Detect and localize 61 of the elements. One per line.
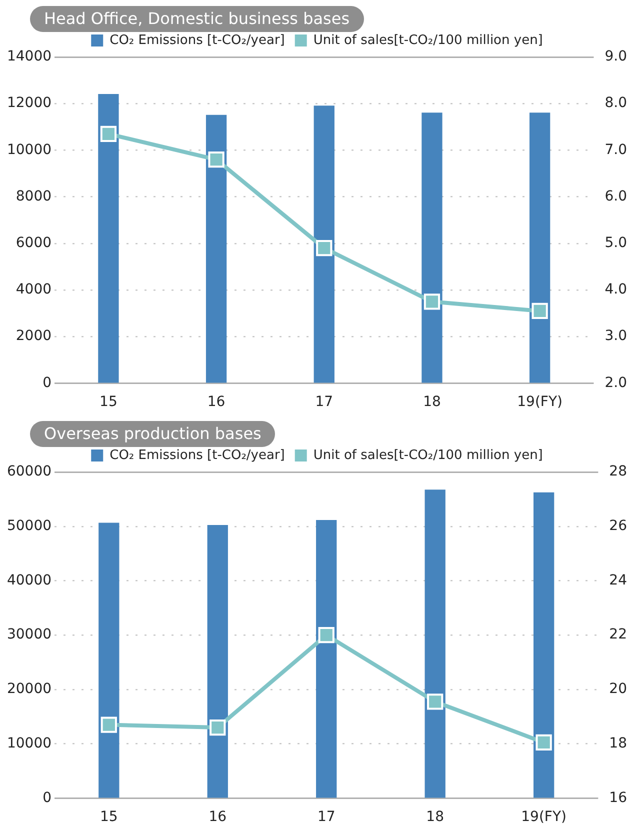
bar [316,520,337,798]
point [536,734,552,751]
legend-label: Unit of sales[t-CO₂/100 million yen] [313,448,543,463]
x-tick-label: 19(FY) [517,394,562,410]
y2-tick-label: 2.0 [604,374,627,391]
y-tick-label: 50000 [6,518,52,534]
legend-label: CO₂ Emissions [t-CO₂/year] [110,32,285,48]
y-tick-label: 10000 [6,735,52,752]
point [424,294,440,310]
y2-tick-label: 18 [609,735,628,752]
x-tick-label: 17 [317,809,336,826]
point [427,694,444,710]
point [100,126,117,142]
x-tick-label: 19(FY) [521,809,566,826]
x-tick-label: 16 [208,809,227,826]
x-tick-label: 18 [426,809,444,826]
y2-tick-label: 28 [609,464,628,480]
y-tick-label: 10000 [6,142,52,158]
y2-tick-label: 7.0 [604,142,627,158]
bar [207,524,228,798]
point [532,302,548,320]
x-tick-label: 16 [207,394,226,410]
y2-tick-label: 4.0 [604,282,627,298]
x-tick-label: 17 [315,394,334,410]
y2-tick-label: 20 [609,681,628,698]
y-tick-label: 2000 [16,328,52,344]
point [208,151,224,168]
point [210,719,226,736]
y2-tick-label: 6.0 [604,188,627,204]
y-tick-label: 60000 [6,464,52,480]
y-tick-label: 12000 [6,95,52,112]
y-tick-label: 4000 [16,282,52,298]
chart-title: Overseas production bases [30,421,276,447]
y-tick-label: 40000 [6,572,52,588]
y2-tick-label: 9.0 [604,48,627,65]
y-tick-label: 0 [42,374,52,391]
legend-label: Unit of sales[t-CO₂/100 million yen] [313,32,543,48]
point [100,716,117,733]
legend-label: CO₂ Emissions [t-CO₂/year] [110,448,285,463]
y-tick-label: 20000 [6,681,52,698]
y-tick-label: 8000 [16,188,52,204]
y2-tick-label: 5.0 [604,235,627,252]
bar [533,492,554,798]
chart-title: Head Office, Domestic business bases [30,6,364,32]
y2-tick-label: 3.0 [604,328,627,344]
x-tick-label: 15 [100,394,118,410]
point [318,627,334,644]
y-tick-label: 30000 [6,626,52,643]
x-tick-label: 15 [100,809,118,826]
y2-tick-label: 24 [609,572,628,588]
y2-tick-label: 26 [609,518,628,534]
bar [98,522,120,798]
y-tick-label: 14000 [6,48,52,65]
point [316,240,332,256]
y-tick-label: 0 [42,790,52,806]
y2-tick-label: 22 [609,626,628,643]
bar [424,490,446,798]
y2-tick-label: 8.0 [604,95,627,112]
x-tick-label: 18 [423,394,441,410]
y-tick-label: 6000 [16,235,52,252]
y2-tick-label: 16 [609,790,628,806]
